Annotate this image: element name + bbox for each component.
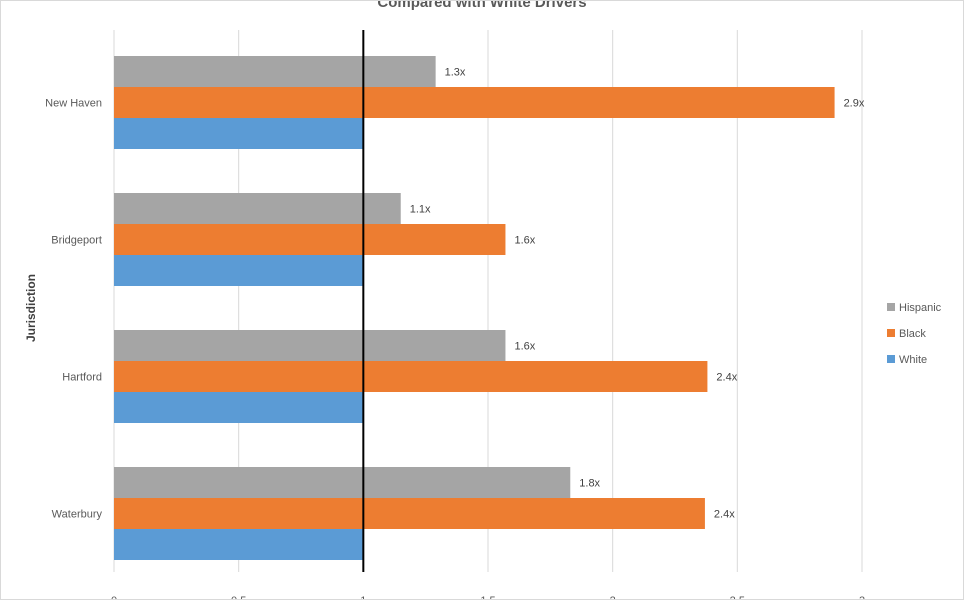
- bar-black-0: [114, 87, 835, 118]
- data-label-hispanic-2: 1.6x: [514, 341, 535, 353]
- x-tick-label-4: 2: [610, 595, 616, 600]
- data-label-hispanic-0: 1.3x: [445, 67, 466, 79]
- chart-title: Compared with White Drivers: [377, 0, 586, 11]
- bar-hispanic-3: [114, 467, 571, 498]
- bar-white-0: [114, 118, 364, 149]
- data-label-black-0: 2.9x: [844, 98, 865, 110]
- legend-swatch-hispanic: [887, 303, 895, 311]
- legend-swatch-black: [887, 329, 895, 337]
- legend-label-black: Black: [899, 328, 926, 340]
- y-axis-label: Jurisdiction: [24, 274, 38, 342]
- x-tick-label-6: 3: [859, 595, 865, 600]
- category-label-0: New Haven: [45, 98, 102, 110]
- category-label-3: Waterbury: [52, 509, 103, 521]
- bar-hispanic-2: [114, 330, 506, 361]
- data-label-black-2: 2.4x: [716, 372, 737, 384]
- data-label-hispanic-1: 1.1x: [410, 204, 431, 216]
- x-tick-labels: 0 0.5 1 1.5 2 2.5 3: [111, 595, 865, 600]
- x-tick-label-3: 1.5: [480, 595, 495, 600]
- bar-black-2: [114, 361, 708, 392]
- bar-hispanic-1: [114, 193, 401, 224]
- category-labels: New Haven Bridgeport Hartford Waterbury: [45, 98, 102, 521]
- bars: 1.3x 2.9x 1.1x 1.6x 1.6x 2.4x 1.8x 2.4x: [114, 56, 865, 560]
- bar-white-2: [114, 392, 364, 423]
- legend-label-white: White: [899, 354, 927, 366]
- category-label-2: Hartford: [62, 372, 102, 384]
- data-label-black-3: 2.4x: [714, 509, 735, 521]
- x-tick-label-1: 0.5: [231, 595, 246, 600]
- legend-label-hispanic: Hispanic: [899, 302, 942, 314]
- data-label-black-1: 1.6x: [514, 235, 535, 247]
- legend: Hispanic Black White: [887, 302, 942, 366]
- category-label-1: Bridgeport: [51, 235, 102, 247]
- bar-white-1: [114, 255, 364, 286]
- bar-hispanic-0: [114, 56, 436, 87]
- legend-swatch-white: [887, 355, 895, 363]
- x-tick-label-5: 2.5: [730, 595, 745, 600]
- bar-black-3: [114, 498, 705, 529]
- bar-white-3: [114, 529, 364, 560]
- x-tick-label-2: 1: [360, 595, 366, 600]
- bar-black-1: [114, 224, 506, 255]
- x-tick-label-0: 0: [111, 595, 117, 600]
- data-label-hispanic-3: 1.8x: [579, 478, 600, 490]
